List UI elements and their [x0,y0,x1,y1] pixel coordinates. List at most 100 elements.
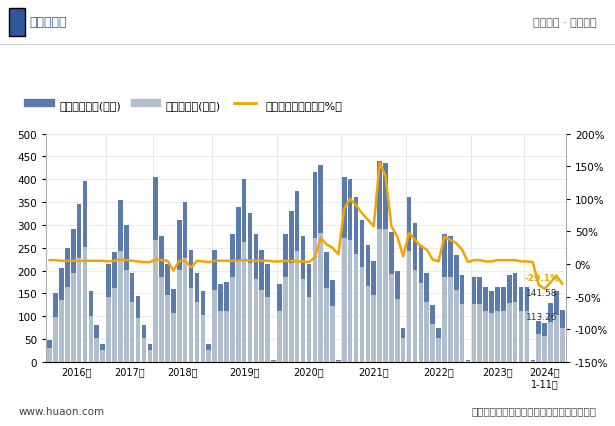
Bar [54,294,58,362]
Bar [171,314,176,362]
Bar [442,277,446,362]
Bar [436,328,441,362]
Bar [477,278,482,362]
Bar [106,297,111,362]
Bar [59,269,64,362]
Bar [100,344,105,362]
Bar [312,238,317,362]
Bar [77,258,81,362]
Bar [472,304,476,362]
Bar [153,178,158,362]
Bar [253,279,258,362]
Bar [77,205,81,362]
Bar [236,261,240,362]
Bar [477,304,482,362]
Bar [413,223,417,362]
Bar [490,314,494,362]
Bar [153,240,158,362]
Bar [525,311,530,362]
Bar [47,348,52,362]
Bar [483,287,488,362]
Bar [424,273,429,362]
Text: www.huaon.com: www.huaon.com [18,406,105,416]
Bar [330,306,335,362]
Bar [230,234,234,362]
Bar [112,288,117,362]
Bar [159,277,164,362]
Bar [218,285,223,362]
Bar [495,311,500,362]
Bar [348,180,352,362]
Bar [490,291,494,362]
Bar [419,284,423,362]
Bar [501,287,506,362]
FancyBboxPatch shape [9,9,25,37]
Bar [141,325,146,362]
Bar [165,264,170,362]
Bar [171,289,176,362]
Bar [265,297,270,362]
Bar [65,248,69,362]
Bar [389,275,394,362]
Bar [536,334,541,362]
Bar [378,161,382,362]
Text: 专业严谨 · 客观科学: 专业严谨 · 客观科学 [533,18,597,28]
Bar [95,325,99,362]
Bar [395,271,400,362]
Bar [54,317,58,362]
Bar [312,173,317,362]
Bar [130,302,135,362]
Bar [395,299,400,362]
Bar [554,316,558,362]
Text: 华经情报网: 华经情报网 [30,16,67,29]
Bar [130,273,135,362]
Bar [141,338,146,362]
Bar [301,279,305,362]
Bar [383,164,388,362]
Bar [124,225,129,362]
Bar [430,305,435,362]
Bar [118,200,122,362]
Bar [348,240,352,362]
Bar [89,291,93,362]
Text: -29.1%: -29.1% [525,274,559,283]
Bar [536,321,541,362]
Bar [560,311,565,362]
Bar [236,207,240,362]
Bar [354,254,359,362]
Bar [448,277,453,362]
Bar [501,311,506,362]
Bar [289,263,293,362]
Bar [301,237,305,362]
Bar [136,296,140,362]
Bar [148,344,152,362]
Bar [466,361,470,362]
Bar [430,325,435,362]
Bar [542,323,547,362]
Bar [407,198,411,362]
Bar [183,259,188,362]
Bar [71,230,76,362]
Bar [136,318,140,362]
Bar [419,246,423,362]
Bar [371,295,376,362]
Bar [360,221,364,362]
Bar [442,234,446,362]
Bar [242,180,247,362]
Bar [230,277,234,362]
Bar [560,328,565,362]
Bar [207,344,211,362]
Bar [365,246,370,362]
Bar [260,250,264,362]
Bar [82,182,87,362]
Bar [242,243,247,362]
Bar [283,277,288,362]
Bar [95,338,99,362]
Bar [124,270,129,362]
Bar [307,297,311,362]
Text: 数据来源：国家统计局，华经产业研究院整理: 数据来源：国家统计局，华经产业研究院整理 [472,406,597,416]
Bar [148,350,152,362]
Bar [336,360,341,362]
Text: 2016-2024年11月青海省房地产投资额及住宅投资额: 2016-2024年11月青海省房地产投资额及住宅投资额 [155,60,460,78]
Bar [460,276,464,362]
